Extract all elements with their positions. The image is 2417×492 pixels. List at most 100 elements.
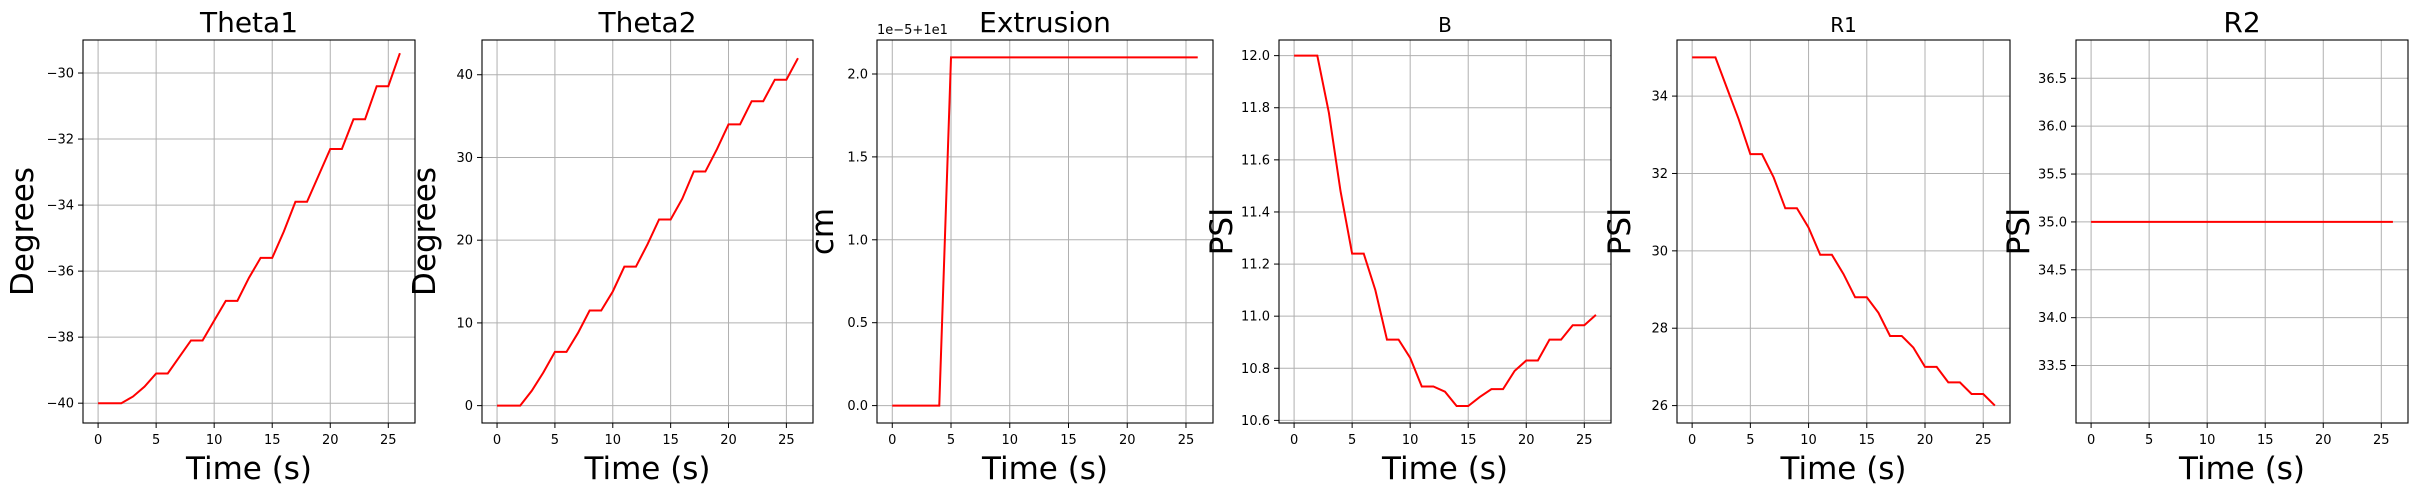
series-line — [497, 57, 799, 407]
x-tick-label: 10 — [206, 433, 223, 448]
x-tick-label: 0 — [493, 433, 501, 448]
y-tick-label: 11.6 — [1241, 153, 1270, 168]
subplot-theta2: 0 5 10 15 20 25 0 10 20 30 40 Theta2 Time (s) Degrees — [407, 6, 814, 487]
y-tick-label: 34.5 — [2038, 263, 2067, 278]
axes-frame — [876, 39, 1214, 424]
chart-title: R2 — [2223, 6, 2260, 39]
x-tick-label: 25 — [1576, 433, 1593, 448]
x-tick-label: 25 — [1178, 433, 1195, 448]
y-axis-label: PSI — [1204, 208, 1240, 256]
series-line — [1692, 56, 1996, 407]
series-line — [1294, 54, 1597, 408]
axes-frame — [1278, 39, 1612, 424]
x-tick-label: 15 — [1060, 433, 1077, 448]
subplot-r1: 0 5 10 15 20 25 26 28 30 32 34 R1 Time (s) PSI — [1602, 13, 2011, 487]
y-tick-label: 26 — [1651, 399, 1668, 414]
y-tick-label: 35.5 — [2038, 168, 2067, 183]
chart-title: Extrusion — [979, 6, 1111, 39]
gridlines — [1279, 40, 1611, 423]
x-axis-label: Time (s) — [583, 451, 710, 487]
x-tick-label: 20 — [720, 433, 737, 448]
y-tick-label: 12.0 — [1241, 49, 1270, 64]
gridlines — [1677, 40, 2010, 423]
x-tick-label: 25 — [2373, 433, 2390, 448]
x-tick-label: 5 — [152, 433, 160, 448]
gridlines — [877, 40, 1213, 423]
gridlines — [2076, 40, 2408, 423]
x-tick-label: 0 — [1688, 433, 1696, 448]
y-tick-label: 20 — [456, 234, 473, 249]
x-tick-label: 15 — [662, 433, 679, 448]
x-tick-label: 0 — [888, 433, 896, 448]
y-tick-label: −36 — [47, 265, 74, 280]
y-tick-label: 28 — [1651, 322, 1668, 337]
x-tick-label: 20 — [2315, 433, 2332, 448]
x-axis-label: Time (s) — [2178, 451, 2305, 487]
y-tick-label: 11.4 — [1241, 205, 1270, 220]
y-tick-label: 34.0 — [2038, 311, 2067, 326]
gridlines — [482, 40, 813, 423]
y-tick-label: 2.0 — [847, 67, 868, 82]
x-axis-label: Time (s) — [185, 451, 312, 487]
x-tick-label: 10 — [1402, 433, 1419, 448]
x-tick-label: 0 — [94, 433, 102, 448]
y-tick-label: −34 — [47, 199, 74, 214]
y-tick-label: 0.5 — [847, 316, 868, 331]
y-tick-label: 10.6 — [1241, 414, 1270, 429]
x-tick-label: 0 — [1290, 433, 1298, 448]
x-tick-label: 5 — [947, 433, 955, 448]
x-tick-label: 5 — [551, 433, 559, 448]
x-tick-label: 20 — [1119, 433, 1136, 448]
x-tick-label: 10 — [605, 433, 622, 448]
y-tick-label: 34 — [1651, 90, 1668, 105]
subplot-r2: 0 5 10 15 20 25 33.5 34.0 34.5 35.0 35.5 36.0 36.5 R2… — [2001, 6, 2409, 487]
x-tick-label: 5 — [1348, 433, 1356, 448]
y-tick-label: 11.8 — [1241, 101, 1270, 116]
y-axis-label: cm — [805, 208, 841, 255]
subplot-b: 0 5 10 15 20 25 10.6 10.8 11.0 11.2 11.4 11.6 11.8 12… — [1204, 13, 1612, 487]
y-tick-label: 30 — [1651, 244, 1668, 259]
y-axis-label: Degrees — [407, 167, 443, 296]
y-axis-label: PSI — [1602, 208, 1638, 256]
y-tick-label: −38 — [47, 331, 74, 346]
y-tick-label: 40 — [456, 68, 473, 83]
y-axis-label: Degrees — [5, 167, 41, 296]
chart-title: B — [1438, 13, 1452, 37]
x-tick-label: 20 — [322, 433, 339, 448]
y-tick-label: 35.0 — [2038, 215, 2067, 230]
y-tick-label: 32 — [1651, 167, 1668, 182]
x-axis-label: Time (s) — [1779, 451, 1906, 487]
x-tick-label: 15 — [1460, 433, 1477, 448]
x-tick-label: 15 — [1859, 433, 1876, 448]
x-tick-label: 10 — [2199, 433, 2216, 448]
y-tick-label: 0.0 — [847, 399, 868, 414]
y-tick-label: 10.8 — [1241, 362, 1270, 377]
y-tick-label: 11.0 — [1241, 310, 1270, 325]
x-tick-label: 25 — [380, 433, 397, 448]
y-tick-label: −32 — [47, 133, 74, 148]
x-tick-label: 5 — [1746, 433, 1754, 448]
series-line — [98, 52, 401, 405]
axes-frame — [2075, 39, 2409, 424]
chart-title: Theta2 — [597, 6, 696, 39]
x-tick-label: 15 — [2257, 433, 2274, 448]
y-tick-label: 1.5 — [847, 150, 868, 165]
x-tick-label: 15 — [264, 433, 281, 448]
y-tick-label: 30 — [456, 151, 473, 166]
x-axis-label: Time (s) — [1381, 451, 1508, 487]
x-tick-label: 0 — [2087, 433, 2095, 448]
x-tick-label: 25 — [1975, 433, 1992, 448]
y-tick-label: 33.5 — [2038, 359, 2067, 374]
axes-frame — [1676, 39, 2011, 424]
x-tick-label: 10 — [1001, 433, 1018, 448]
y-tick-label: −30 — [47, 67, 74, 82]
x-axis-label: Time (s) — [981, 451, 1108, 487]
y-tick-label: −40 — [47, 397, 74, 412]
y-tick-label: 1.0 — [847, 233, 868, 248]
x-tick-label: 20 — [1917, 433, 1934, 448]
y-axis-label: PSI — [2001, 208, 2037, 256]
y-tick-label: 10 — [456, 316, 473, 331]
chart-title: R1 — [1830, 13, 1857, 37]
subplot-extrusion: 0 5 10 15 20 25 0.0 0.5 1.0 1.5 2.0 Extrusion Time (… — [805, 6, 1214, 487]
